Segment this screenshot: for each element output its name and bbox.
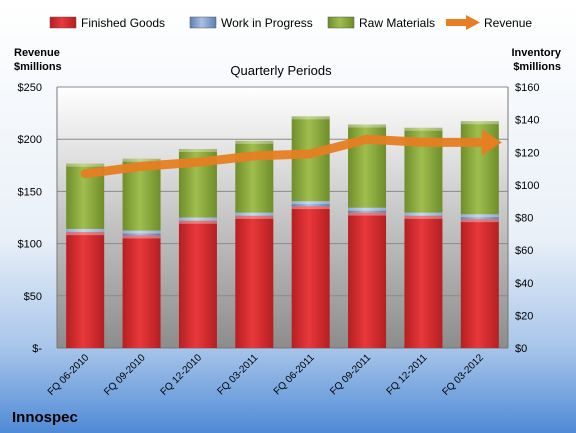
left-tick-label: $100 bbox=[18, 239, 42, 251]
bar-highlight bbox=[235, 140, 274, 144]
legend-arrow-revenue bbox=[466, 15, 480, 30]
bar-highlight bbox=[404, 212, 443, 216]
right-axis-title-line1: Inventory bbox=[511, 47, 561, 59]
legend-label-raw-materials: Raw Materials bbox=[359, 16, 435, 30]
right-tick-label: $160 bbox=[515, 82, 539, 94]
bar-raw-materials bbox=[460, 121, 499, 215]
left-axis-ticks: $- $50 $100 $150 $200 $250 bbox=[18, 82, 43, 355]
right-tick-label: $100 bbox=[515, 180, 539, 192]
legend-label-finished-goods: Finished Goods bbox=[81, 16, 165, 30]
right-tick-label: $80 bbox=[515, 213, 533, 225]
bar-series-group bbox=[66, 116, 499, 348]
right-tick-label: $140 bbox=[515, 115, 539, 127]
bar-highlight bbox=[66, 228, 105, 232]
bar-finished-goods bbox=[122, 235, 161, 348]
bar-highlight bbox=[122, 235, 161, 239]
bar-finished-goods bbox=[291, 206, 330, 348]
revenue-line-group bbox=[80, 129, 502, 179]
left-tick-label: $200 bbox=[18, 134, 42, 146]
right-tick-label: $60 bbox=[515, 245, 533, 257]
bar-finished-goods bbox=[235, 215, 274, 348]
bar-work-in-progress bbox=[404, 212, 443, 216]
revenue-arrowhead bbox=[481, 129, 502, 156]
bar-highlight bbox=[291, 206, 330, 210]
bar-finished-goods bbox=[404, 215, 443, 348]
legend-swatch-work-in-progress bbox=[189, 16, 217, 29]
bar-highlight bbox=[291, 201, 330, 205]
bar-highlight bbox=[348, 207, 387, 211]
bar-finished-goods bbox=[178, 220, 217, 348]
legend-swatch-revenue bbox=[446, 19, 468, 26]
right-tick-label: $0 bbox=[515, 343, 527, 355]
chart-subtitle: Quarterly Periods bbox=[230, 63, 332, 78]
bar-highlight bbox=[66, 163, 105, 167]
bar-finished-goods bbox=[66, 232, 105, 348]
bar-highlight bbox=[66, 232, 105, 236]
legend-swatch-raw-materials bbox=[327, 16, 355, 29]
bar-work-in-progress bbox=[235, 212, 274, 216]
bar-work-in-progress bbox=[122, 230, 161, 236]
bar-highlight bbox=[348, 124, 387, 128]
right-axis-ticks: $0 $20 $40 $60 $80 $100 $120 $140 $160 bbox=[515, 82, 539, 355]
company-name: Innospec bbox=[12, 409, 78, 426]
revenue-line bbox=[80, 134, 485, 179]
legend: Finished Goods Work in Progress Raw Materi… bbox=[49, 15, 532, 30]
bar-work-in-progress bbox=[291, 201, 330, 207]
left-tick-label: $50 bbox=[24, 291, 42, 303]
left-tick-label: $250 bbox=[18, 82, 42, 94]
bar-highlight bbox=[291, 116, 330, 120]
bar-work-in-progress bbox=[178, 217, 217, 221]
bar-highlight bbox=[460, 219, 499, 223]
bar-work-in-progress bbox=[460, 214, 499, 220]
bar-highlight bbox=[404, 215, 443, 219]
bar-highlight bbox=[235, 212, 274, 216]
legend-label-revenue: Revenue bbox=[484, 16, 532, 30]
bar-highlight bbox=[460, 121, 499, 125]
right-tick-label: $20 bbox=[515, 310, 533, 322]
right-tick-label: $120 bbox=[515, 147, 539, 159]
bar-highlight bbox=[235, 215, 274, 219]
legend-swatch-finished-goods bbox=[49, 16, 77, 29]
bar-highlight bbox=[460, 214, 499, 218]
bar-work-in-progress bbox=[348, 207, 387, 213]
bar-highlight bbox=[178, 220, 217, 224]
right-tick-label: $40 bbox=[515, 278, 533, 290]
bar-work-in-progress bbox=[66, 228, 105, 233]
left-tick-label: $- bbox=[32, 343, 42, 355]
left-tick-label: $150 bbox=[18, 186, 42, 198]
bar-highlight bbox=[122, 230, 161, 234]
left-axis-title-line1: Revenue bbox=[14, 47, 60, 59]
bar-highlight bbox=[178, 148, 217, 152]
legend-label-work-in-progress: Work in Progress bbox=[221, 16, 313, 30]
bar-highlight bbox=[404, 127, 443, 131]
bar-highlight bbox=[122, 158, 161, 162]
left-axis-title-line2: $millions bbox=[14, 61, 62, 73]
bar-highlight bbox=[348, 212, 387, 216]
bar-highlight bbox=[178, 217, 217, 221]
bar-finished-goods bbox=[348, 212, 387, 348]
right-axis-title-line2: $millions bbox=[513, 61, 561, 73]
bar-finished-goods bbox=[460, 219, 499, 348]
